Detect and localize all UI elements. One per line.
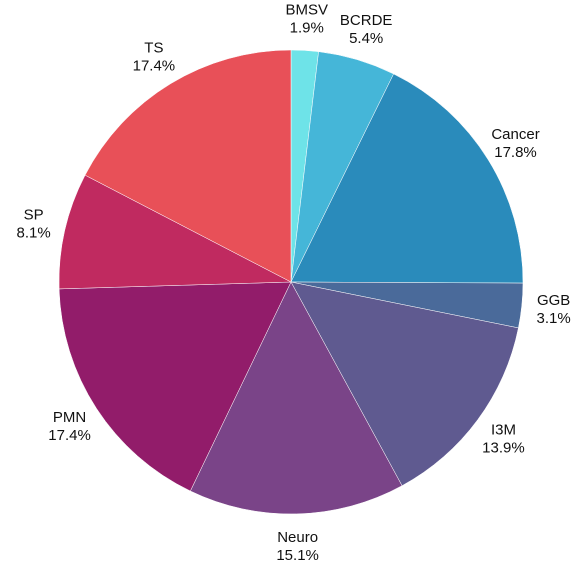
slice-label: GGB: [537, 292, 570, 309]
slice-label: Cancer: [491, 126, 539, 143]
slice-value-label: 17.4%: [48, 427, 91, 444]
pie-slice: [290, 281, 519, 487]
slice-value-label: 13.9%: [482, 440, 525, 457]
slice-label: SP: [24, 206, 44, 223]
slice-label: I3M: [491, 422, 516, 439]
slice-label: TS: [144, 39, 163, 56]
pie-slice: [58, 281, 292, 492]
pie-slice: [290, 73, 524, 284]
slice-label: PMN: [53, 409, 86, 426]
slice-value-label: 5.4%: [349, 30, 383, 47]
slice-value-label: 15.1%: [276, 547, 319, 560]
slice-label: BCRDE: [340, 12, 393, 29]
pie-slice: [84, 49, 292, 283]
slice-value-label: 8.1%: [17, 224, 51, 241]
slice-label: Neuro: [277, 529, 318, 546]
slice-value-label: 17.4%: [133, 57, 176, 74]
pie-slice: [190, 281, 403, 515]
slice-value-label: 3.1%: [537, 310, 571, 327]
pie-slice: [58, 174, 292, 290]
slice-value-label: 17.8%: [494, 144, 537, 161]
slice-value-label: 1.9%: [290, 19, 324, 36]
slice-label: BMSV: [285, 1, 328, 18]
